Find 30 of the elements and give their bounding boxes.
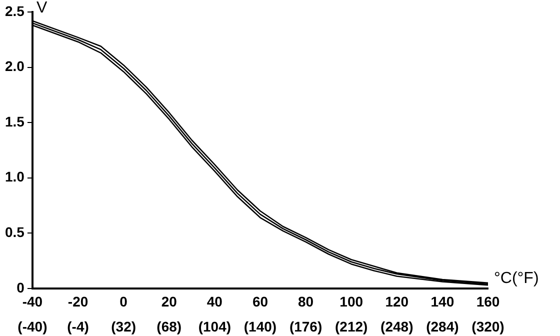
x2-tick-label: (248)	[380, 318, 414, 334]
x-axis-title: °C(°F)	[494, 270, 539, 287]
x-tick-label: 140	[430, 294, 454, 310]
x-tick-label: -20	[68, 294, 88, 310]
y-tick-label: 1.5	[4, 113, 25, 130]
y-tick-label: 2.5	[4, 2, 25, 19]
x-tick-label: 60	[252, 294, 268, 310]
x-tick-label: 160	[476, 294, 500, 310]
x2-tick-label: (32)	[111, 318, 136, 334]
y-tick-label: 1.0	[4, 168, 25, 185]
y-tick-label: 0	[16, 279, 25, 296]
x2-tick-label: (320)	[472, 318, 504, 334]
x-tick-label: 80	[298, 294, 314, 310]
x-tick-label: 120	[385, 294, 409, 310]
x2-tick-label: (284)	[426, 318, 459, 334]
x2-tick-label: (104)	[198, 318, 232, 334]
x2-tick-label: (-40)	[18, 318, 48, 334]
y-axis-title: V	[36, 0, 48, 16]
x-tick-label: 100	[340, 294, 364, 310]
x2-tick-label: (-4)	[67, 318, 89, 334]
x-tick-label: 40	[206, 294, 223, 310]
y-tick-label: 2.0	[4, 58, 25, 74]
x2-tick-label: (176)	[289, 318, 322, 334]
x-tick-label: 0	[120, 294, 128, 310]
x2-tick-label: (212)	[334, 318, 368, 334]
x-tick-label: 20	[161, 294, 178, 310]
x-tick-label: -40	[22, 294, 43, 310]
x2-tick-label: (140)	[244, 318, 277, 334]
y-tick-label: 0.5	[4, 224, 25, 240]
x2-tick-label: (68)	[156, 318, 182, 334]
